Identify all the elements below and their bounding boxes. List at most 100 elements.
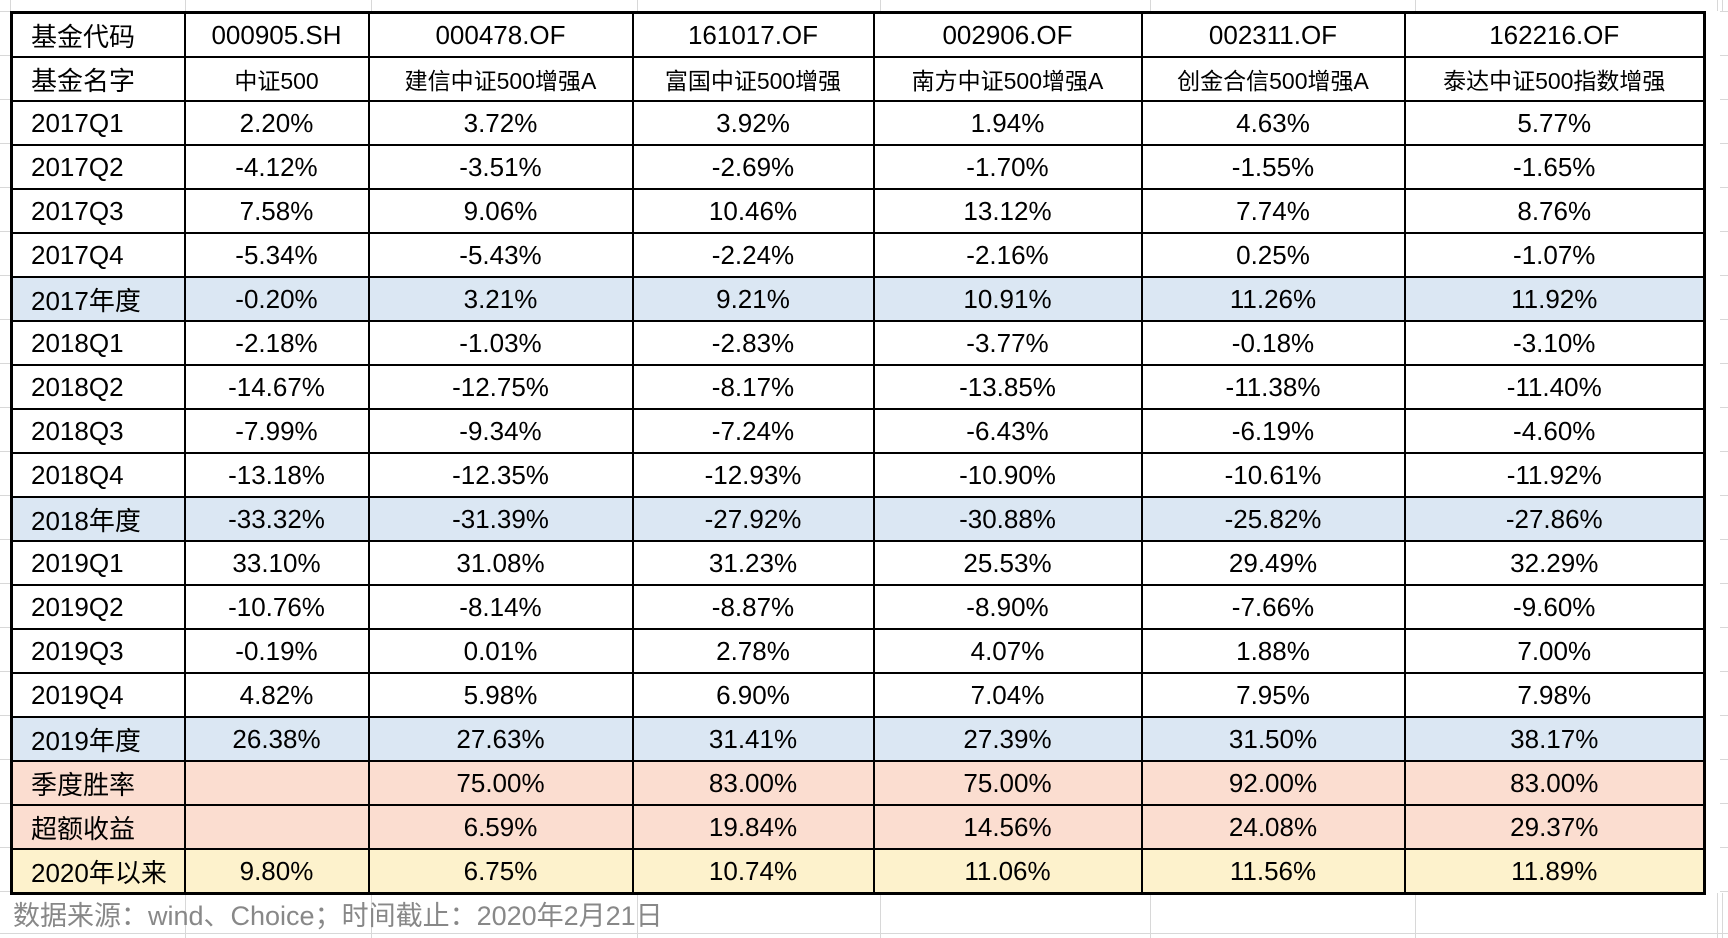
fund-code-cell[interactable]: 162216.OF — [1403, 11, 1706, 58]
value-cell[interactable]: 24.08% — [1140, 804, 1406, 850]
value-cell[interactable]: -10.76% — [183, 584, 370, 630]
value-cell[interactable]: -3.51% — [367, 144, 634, 190]
row-label-cell[interactable]: 2018Q3 — [10, 408, 186, 454]
row-label-cell[interactable]: 2017Q3 — [10, 188, 186, 234]
fund-name-cell[interactable]: 创金合信500增强A — [1140, 56, 1406, 102]
value-cell[interactable]: 8.76% — [1403, 188, 1706, 234]
fund-name-cell[interactable]: 中证500 — [183, 56, 370, 102]
value-cell[interactable]: -13.85% — [872, 364, 1143, 410]
row-label-cell[interactable]: 2018Q4 — [10, 452, 186, 498]
value-cell[interactable]: 2.78% — [631, 628, 875, 674]
value-cell[interactable]: 7.98% — [1403, 672, 1706, 718]
row-label-cell[interactable]: 2020年以来 — [10, 848, 186, 895]
value-cell[interactable]: 27.63% — [367, 716, 634, 762]
value-cell[interactable]: 32.29% — [1403, 540, 1706, 586]
value-cell[interactable]: 83.00% — [631, 760, 875, 806]
value-cell[interactable]: -33.32% — [183, 496, 370, 542]
value-cell[interactable]: 11.92% — [1403, 276, 1706, 322]
row-label-cell[interactable]: 2019Q2 — [10, 584, 186, 630]
value-cell[interactable]: 9.21% — [631, 276, 875, 322]
value-cell[interactable]: 29.37% — [1403, 804, 1706, 850]
value-cell[interactable]: 11.26% — [1140, 276, 1406, 322]
value-cell[interactable]: -4.12% — [183, 144, 370, 190]
row-label-cell[interactable]: 季度胜率 — [10, 760, 186, 806]
fund-name-cell[interactable]: 建信中证500增强A — [367, 56, 634, 102]
value-cell[interactable]: -27.86% — [1403, 496, 1706, 542]
value-cell[interactable]: 11.89% — [1403, 848, 1706, 895]
value-cell[interactable]: 7.95% — [1140, 672, 1406, 718]
value-cell[interactable]: 9.06% — [367, 188, 634, 234]
value-cell[interactable]: -1.70% — [872, 144, 1143, 190]
value-cell[interactable]: 0.25% — [1140, 232, 1406, 278]
value-cell[interactable]: -5.43% — [367, 232, 634, 278]
value-cell[interactable]: 7.58% — [183, 188, 370, 234]
value-cell[interactable]: -2.24% — [631, 232, 875, 278]
value-cell[interactable]: 31.41% — [631, 716, 875, 762]
value-cell[interactable]: -8.14% — [367, 584, 634, 630]
value-cell[interactable]: 29.49% — [1140, 540, 1406, 586]
value-cell[interactable]: 3.21% — [367, 276, 634, 322]
value-cell[interactable]: 75.00% — [872, 760, 1143, 806]
value-cell[interactable] — [183, 804, 370, 850]
value-cell[interactable]: 26.38% — [183, 716, 370, 762]
value-cell[interactable]: 4.63% — [1140, 100, 1406, 146]
value-cell[interactable]: -1.55% — [1140, 144, 1406, 190]
value-cell[interactable]: -7.99% — [183, 408, 370, 454]
value-cell[interactable]: -14.67% — [183, 364, 370, 410]
value-cell[interactable]: 6.90% — [631, 672, 875, 718]
value-cell[interactable]: 31.23% — [631, 540, 875, 586]
value-cell[interactable]: 1.94% — [872, 100, 1143, 146]
row-label-cell[interactable]: 2018Q1 — [10, 320, 186, 366]
value-cell[interactable]: 0.01% — [367, 628, 634, 674]
value-cell[interactable]: -11.38% — [1140, 364, 1406, 410]
value-cell[interactable]: -9.60% — [1403, 584, 1706, 630]
fund-code-cell[interactable]: 002311.OF — [1140, 11, 1406, 58]
fund-code-cell[interactable]: 000905.SH — [183, 11, 370, 58]
value-cell[interactable]: -11.40% — [1403, 364, 1706, 410]
fund-name-cell[interactable]: 南方中证500增强A — [872, 56, 1143, 102]
value-cell[interactable]: 5.77% — [1403, 100, 1706, 146]
fund-code-cell[interactable]: 161017.OF — [631, 11, 875, 58]
header-label-cell[interactable]: 基金代码 — [10, 11, 186, 58]
value-cell[interactable]: -7.66% — [1140, 584, 1406, 630]
value-cell[interactable]: 5.98% — [367, 672, 634, 718]
value-cell[interactable]: 10.46% — [631, 188, 875, 234]
value-cell[interactable]: 75.00% — [367, 760, 634, 806]
value-cell[interactable]: -0.19% — [183, 628, 370, 674]
value-cell[interactable]: 7.04% — [872, 672, 1143, 718]
row-label-cell[interactable]: 2019Q1 — [10, 540, 186, 586]
value-cell[interactable]: -10.61% — [1140, 452, 1406, 498]
row-label-cell[interactable]: 2017Q4 — [10, 232, 186, 278]
value-cell[interactable]: 7.00% — [1403, 628, 1706, 674]
value-cell[interactable]: 33.10% — [183, 540, 370, 586]
value-cell[interactable]: 3.92% — [631, 100, 875, 146]
value-cell[interactable]: -3.10% — [1403, 320, 1706, 366]
value-cell[interactable]: -4.60% — [1403, 408, 1706, 454]
value-cell[interactable]: 10.74% — [631, 848, 875, 895]
value-cell[interactable]: -8.87% — [631, 584, 875, 630]
value-cell[interactable]: 19.84% — [631, 804, 875, 850]
value-cell[interactable]: -8.90% — [872, 584, 1143, 630]
value-cell[interactable]: -0.20% — [183, 276, 370, 322]
value-cell[interactable]: -25.82% — [1140, 496, 1406, 542]
row-label-cell[interactable]: 2017年度 — [10, 276, 186, 322]
value-cell[interactable]: -27.92% — [631, 496, 875, 542]
value-cell[interactable]: -12.93% — [631, 452, 875, 498]
fund-code-cell[interactable]: 002906.OF — [872, 11, 1143, 58]
value-cell[interactable]: -2.16% — [872, 232, 1143, 278]
fund-name-cell[interactable]: 泰达中证500指数增强 — [1403, 56, 1706, 102]
value-cell[interactable]: 38.17% — [1403, 716, 1706, 762]
row-label-cell[interactable]: 2017Q2 — [10, 144, 186, 190]
value-cell[interactable]: -11.92% — [1403, 452, 1706, 498]
value-cell[interactable]: -9.34% — [367, 408, 634, 454]
value-cell[interactable]: -12.75% — [367, 364, 634, 410]
value-cell[interactable]: 31.08% — [367, 540, 634, 586]
value-cell[interactable]: 11.56% — [1140, 848, 1406, 895]
value-cell[interactable]: -13.18% — [183, 452, 370, 498]
value-cell[interactable]: -8.17% — [631, 364, 875, 410]
value-cell[interactable]: 25.53% — [872, 540, 1143, 586]
value-cell[interactable]: -31.39% — [367, 496, 634, 542]
value-cell[interactable]: -6.19% — [1140, 408, 1406, 454]
value-cell[interactable]: 11.06% — [872, 848, 1143, 895]
header-label-cell[interactable]: 基金名字 — [10, 56, 186, 102]
